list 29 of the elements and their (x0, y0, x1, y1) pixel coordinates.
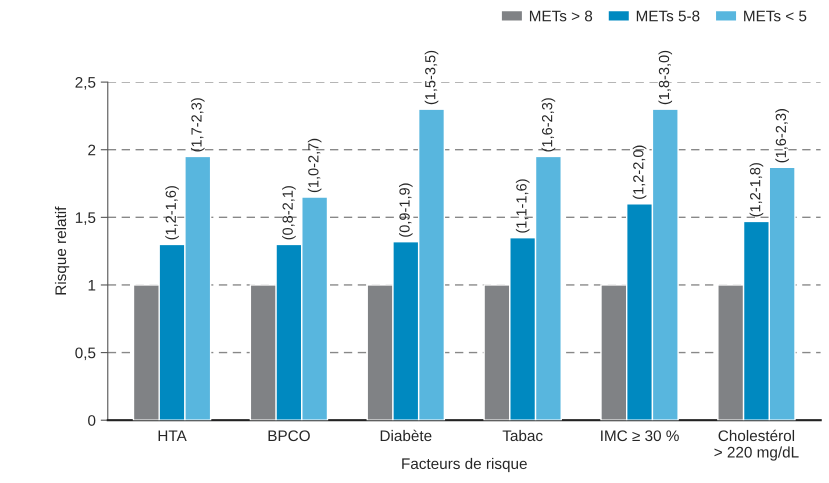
x-tick-label: HTA (158, 430, 187, 442)
data-label: (1,2-1,6) (165, 186, 179, 240)
y-axis-title: Risque relatif (54, 206, 70, 294)
x-tick-label: Diabète (380, 430, 432, 442)
data-label: (0,9-1,9) (399, 183, 413, 237)
legend-label: METs 5-8 (636, 10, 700, 22)
x-tick-label: Cholestérol > 220 mg/dL (714, 430, 799, 461)
x-tick-label: IMC ≥ 30 % (601, 430, 679, 442)
x-axis-title: Facteurs de risque (402, 458, 527, 472)
data-label: (1,5-3,5) (424, 50, 438, 104)
x-tick-label: Tabac (502, 430, 543, 442)
data-label: (1,7-2,3) (190, 98, 205, 152)
data-label: (1,1-1,6) (516, 179, 530, 233)
data-label: (1,6-2,3) (775, 109, 789, 162)
y-tick-label: 1,5 (76, 212, 96, 225)
y-tick-label: 2 (88, 144, 96, 156)
data-label: (1,0-2,7) (308, 138, 322, 192)
y-tick-label: 2,5 (75, 76, 96, 90)
data-label: (0,8-2,1) (282, 186, 296, 240)
y-tick-label: 0,5 (75, 347, 96, 360)
y-tick-label: 1 (88, 280, 96, 291)
data-label: (1,2-2,0) (632, 146, 646, 199)
x-tick-label: BPCO (268, 430, 310, 442)
data-label: (1,2-1,8) (750, 163, 764, 216)
data-label: (1,6-2,3) (542, 98, 556, 152)
legend-label: METs > 8 (530, 10, 592, 22)
y-tick-label: 0 (88, 415, 96, 426)
data-label: (1,8-3,0) (658, 50, 672, 104)
legend-label: METs < 5 (744, 10, 806, 22)
